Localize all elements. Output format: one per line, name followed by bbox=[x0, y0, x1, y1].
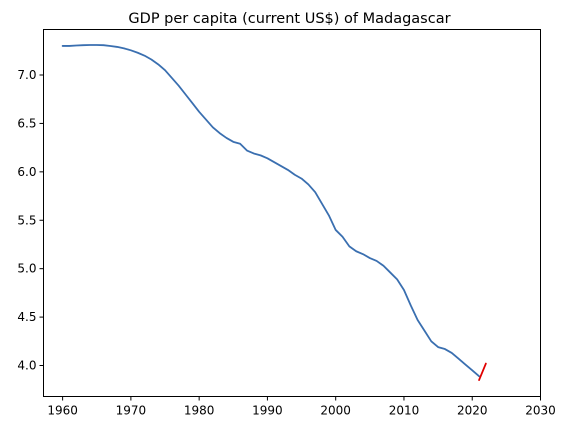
plot-frame bbox=[44, 30, 541, 397]
series-line-2 bbox=[479, 364, 486, 380]
y-axis: 4.0 4.5 5.0 5.5 6.0 6.5 7.0 bbox=[17, 68, 43, 373]
y-tick-label: 5.5 bbox=[17, 213, 36, 227]
x-tick-label: 2000 bbox=[320, 404, 351, 418]
series-layer bbox=[63, 45, 486, 380]
x-tick-label: 2030 bbox=[525, 404, 556, 418]
y-tick-label: 4.5 bbox=[17, 310, 36, 324]
y-tick-label: 6.5 bbox=[17, 116, 36, 130]
series-line-1 bbox=[63, 45, 479, 376]
x-tick-label: 1970 bbox=[116, 404, 147, 418]
x-axis: 1960 1970 1980 1990 2000 2010 2020 2030 bbox=[47, 397, 555, 418]
x-tick-label: 2020 bbox=[457, 404, 488, 418]
y-tick-label: 5.0 bbox=[17, 262, 36, 276]
x-tick-label: 1990 bbox=[252, 404, 283, 418]
y-tick-label: 4.0 bbox=[17, 359, 36, 373]
x-tick-label: 1980 bbox=[184, 404, 215, 418]
x-tick-label: 2010 bbox=[389, 404, 420, 418]
chart-title: GDP per capita (current US$) of Madagasc… bbox=[128, 11, 450, 27]
x-tick-label: 1960 bbox=[47, 404, 78, 418]
y-tick-label: 6.0 bbox=[17, 165, 36, 179]
y-tick-label: 7.0 bbox=[17, 68, 36, 82]
